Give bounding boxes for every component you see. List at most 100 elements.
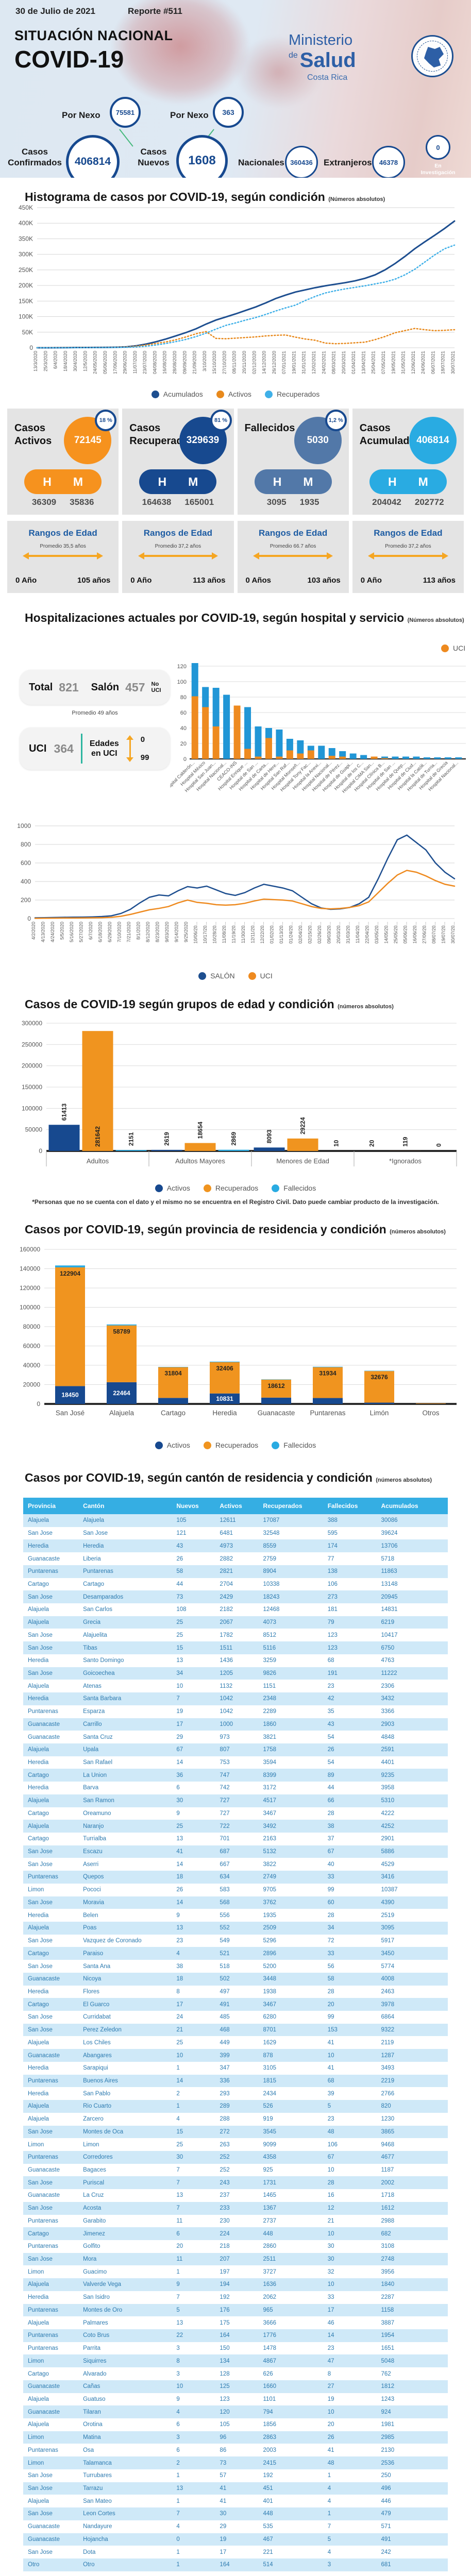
legend-item: Activos [155,1184,190,1192]
table-cell: 14 [176,2077,183,2084]
table-cell: 15 [176,1645,183,1651]
table-cell: 8559 [263,1543,277,1549]
legend-dot-icon [203,1184,211,1192]
table-cell: 6 [176,2447,180,2453]
salon_uci-svg: 1000 800 600 400 200 04/2/2020 4/13/2020 4/24/2… [17,822,456,944]
table-cell: Desamparados [83,1594,124,1600]
svg-text:4/2/2020: 4/2/2020 [31,922,36,940]
table-row: Alajuela Poas 13 552 2509 34 3095 [23,1922,448,1935]
svg-text:0: 0 [29,344,33,351]
table-row: Alajuela Atenas 10 1132 1151 23 2306 [23,1680,448,1693]
legend-item: Recuperados [264,390,319,398]
table-cell: 2434 [263,2090,277,2097]
por-nexo-confirmados-circle: 75581 [110,97,141,128]
svg-text:7/10/2020: 7/10/2020 [117,922,122,942]
teal-divider-2 [80,734,82,764]
table-cell: 5774 [381,1963,395,1970]
table-cell: 878 [263,2052,273,2059]
investigacion-label2: Investigación [420,169,456,176]
table-cell: 552 [220,1925,230,1931]
table-cell: 1101 [263,2396,276,2402]
card-title: Casos Acumulados [359,422,422,447]
table-cell: Bagaces [83,2167,106,2174]
table-cell: 13 [176,1657,183,1664]
table-cell: 6 [176,2421,180,2428]
table-row: Cartago Oreamuno 9 727 3467 28 4222 [23,1807,448,1820]
table-cell: San Jose [28,2256,53,2263]
ministry-logo: Ministerio de Salud Costa Rica [289,32,407,82]
table-cell: 39 [327,2090,334,2097]
table-cell: 13 [176,2192,183,2199]
table-cell: Tarrazu [83,2485,103,2492]
h-label: H [388,474,397,488]
series-SALÓN [34,834,456,919]
age-range-card-acumulados: Rangos de Edad Promedio 37,2 años 0 Año 113… [352,521,464,593]
rangos-title: Rangos de Edad [259,528,328,538]
table-row: Heredia San Rafael 14 753 3594 54 4401 [23,1756,448,1769]
table-cell: 18 [176,1976,183,1982]
table-cell: 3450 [381,1950,395,1957]
svg-text:25/3/2020: 25/3/2020 [43,351,48,371]
table-cell: 388 [327,1517,338,1524]
svg-text:80: 80 [180,694,187,701]
svg-text:24/05/2020: 24/05/2020 [93,351,98,374]
table-cell: 242 [381,2549,391,2555]
table-cell: 37 [327,1836,334,1842]
table-row: Alajuela Upala 67 807 1758 26 2591 [23,1743,448,1756]
total-value: 821 [59,680,79,694]
svg-text:0: 0 [183,756,187,762]
table-cell: 2511 [263,2256,276,2263]
svg-text:02/04/20...: 02/04/20... [298,922,303,944]
table-cell: 123 [327,1632,338,1638]
svg-text:09/03/20...: 09/03/20... [327,922,332,944]
table-cell: Alajuela [28,1606,49,1613]
table-cell: 5 [176,2307,180,2313]
bar [218,1149,249,1151]
investigacion-label1: En [434,163,442,169]
svg-text:50000: 50000 [25,1126,43,1133]
table-cell: Guacimo [83,2268,107,2275]
age-range-arrow-icon [138,552,218,560]
bar-segment [444,757,451,759]
table-cell: 1205 [220,1670,233,1676]
bar-segment [297,740,304,754]
svg-text:11/30/20...: 11/30/20... [241,922,246,943]
table-cell: Buenos Aires [83,2077,118,2084]
table-cell: 224 [220,2230,230,2237]
table-cell: 491 [381,2536,391,2543]
table-cell: 38 [176,1963,183,1970]
table-cell: 23 [176,1938,183,1944]
table-cell: 448 [263,2511,273,2517]
table-cell: 1981 [381,2421,395,2428]
legend-item: Activos [216,390,251,398]
table-cell: San Jose [28,2027,53,2033]
table-cell: 4 [176,2409,180,2415]
table-cell: 68 [327,2077,334,2084]
svg-text:61413: 61413 [61,1104,68,1121]
legend-item: SALÓN [198,972,235,980]
edades-uci-label: Edades en UCI [90,739,119,758]
age-min-max: 0 Año 113 años [361,576,456,585]
table-cell: 54 [327,1759,334,1766]
table-cell: 1954 [381,2332,395,2339]
table-cell: 174 [327,1543,338,1549]
table-cell: 20 [176,2243,183,2250]
table-cell: 48 [327,2460,334,2466]
table-cell: 68 [327,1657,334,1664]
svg-text:0: 0 [435,1143,443,1147]
table-cell: 125 [220,2383,230,2390]
table-cell: 722 [220,1823,230,1829]
table-cell: Siquirres [83,2358,107,2364]
bar-segment [255,726,262,757]
table-row: Alajuela Alajuela 105 12611 17087 388 30086 [23,1514,448,1527]
svg-text:200K: 200K [19,282,33,289]
table-cell: 2463 [381,1988,395,1995]
table-cell: 5 [327,2536,331,2543]
table-row: Cartago Turrialba 13 701 2163 37 2901 [23,1832,448,1845]
table-cell: Cartago [28,1581,49,1587]
table-cell: 526 [263,2103,273,2110]
table-cell: 35 [327,1708,334,1715]
table-cell: Tibas [83,1645,97,1651]
table-cell: Leon Cortes [83,2511,115,2517]
table-cell: Limon [28,1887,44,1893]
